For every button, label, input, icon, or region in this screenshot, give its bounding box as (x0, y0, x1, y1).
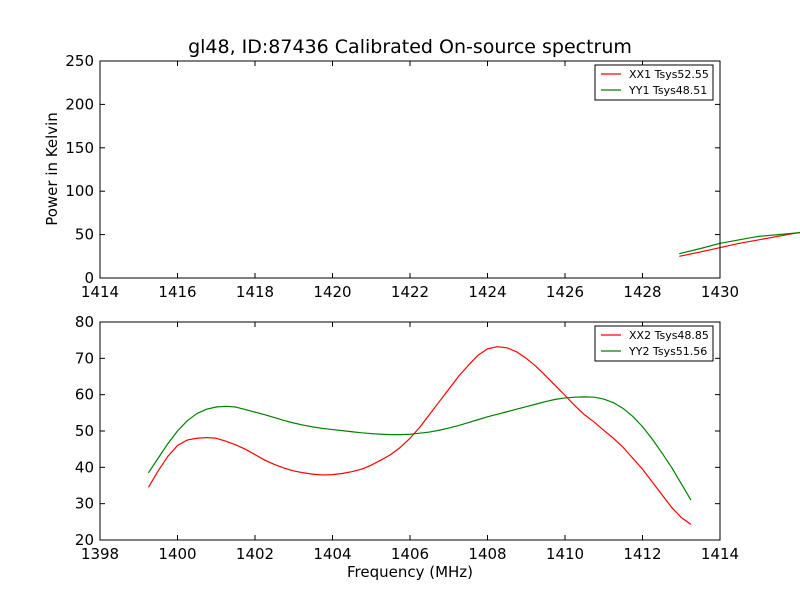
y-tick-label: 50 (75, 422, 94, 440)
legend-label: XX1 Tsys52.55 (629, 68, 709, 81)
y-tick-label: 40 (75, 458, 94, 476)
y-tick-label: 0 (84, 269, 94, 287)
top-chart-panel: gl48, ID:87436 Calibrated On-source spec… (43, 36, 800, 301)
x-tick-label: 1416 (158, 283, 196, 301)
x-tick-label: 1424 (468, 283, 506, 301)
x-tick-label: 1426 (546, 283, 584, 301)
y-tick-label: 250 (65, 52, 94, 70)
x-axis-label: Frequency (MHz) (347, 563, 473, 581)
x-tick-label: 1410 (546, 545, 584, 563)
y-tick-label: 200 (65, 95, 94, 113)
y-tick-label: 80 (75, 313, 94, 331)
legend-label: XX2 Tsys48.85 (629, 329, 709, 342)
legend-label: YY2 Tsys51.56 (628, 345, 707, 358)
x-tick-label: 1406 (391, 545, 429, 563)
y-axis-label: Power in Kelvin (43, 112, 61, 226)
x-tick-label: 1408 (468, 545, 506, 563)
series-line-2 (147, 396, 692, 501)
y-tick-label: 150 (65, 139, 94, 157)
bottom-chart-panel: Frequency (MHz) 1398 1400 1402 1404 1406 1408… (75, 313, 739, 581)
x-tick-label: 1414 (81, 283, 119, 301)
legend: XX2 Tsys48.85 YY2 Tsys51.56 (594, 325, 714, 362)
y-tick-label: 60 (75, 386, 94, 404)
x-tick-label: 1398 (81, 545, 119, 563)
series-line-1 (147, 346, 692, 525)
chart-title: gl48, ID:87436 Calibrated On-source spec… (188, 36, 632, 58)
y-tick-label: 100 (65, 182, 94, 200)
x-tick-label: 1400 (158, 545, 196, 563)
x-tick-label: 1420 (313, 283, 351, 301)
legend: XX1 Tsys52.55 YY1 Tsys48.51 (594, 64, 714, 101)
y-tick-label: 70 (75, 349, 94, 367)
x-tick-label: 1428 (623, 283, 661, 301)
legend-box (594, 64, 714, 101)
x-tick-label: 1412 (623, 545, 661, 563)
series-group (147, 346, 692, 525)
y-tick-label: 30 (75, 495, 94, 513)
x-tick-label: 1430 (701, 283, 739, 301)
x-tick-label: 1422 (391, 283, 429, 301)
x-tick-label: 1402 (236, 545, 274, 563)
x-tick-label: 1414 (701, 545, 739, 563)
legend-label: YY1 Tsys48.51 (628, 84, 707, 97)
x-tick-label: 1404 (313, 545, 351, 563)
legend-box (594, 325, 714, 362)
x-tick-label: 1418 (236, 283, 274, 301)
y-tick-label: 50 (75, 226, 94, 244)
y-tick-label: 20 (75, 531, 94, 549)
